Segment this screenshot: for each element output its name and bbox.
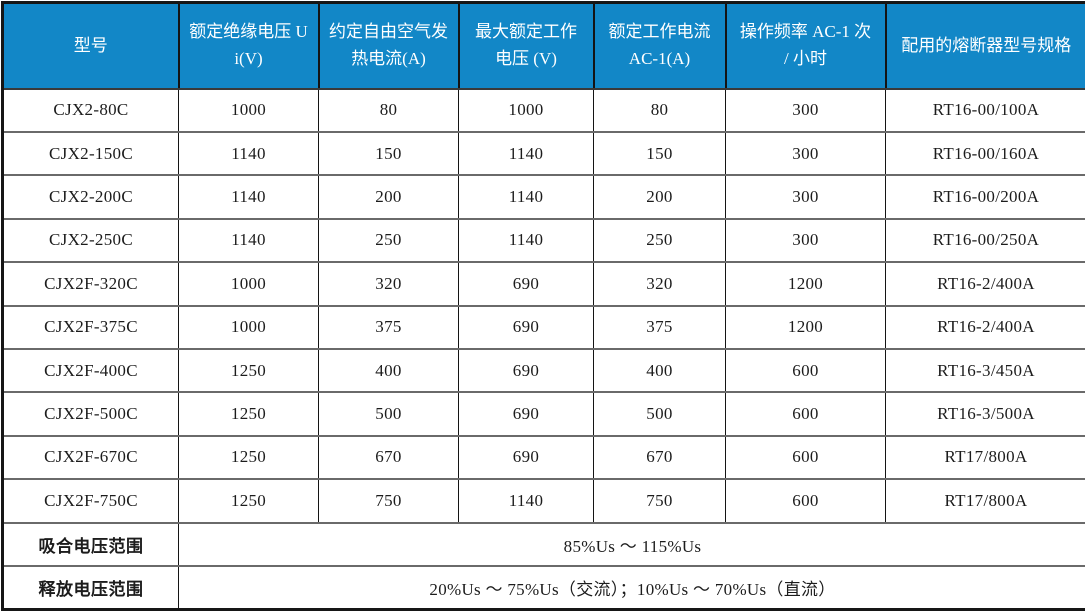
value-cell: 1200 <box>725 304 886 349</box>
value-cell: 670 <box>318 434 459 480</box>
value-cell: 300 <box>725 217 886 263</box>
value-cell: 200 <box>318 174 459 219</box>
table-row: CJX2-250C 1140 250 1140 250 300 RT16-00/250A <box>2 217 1085 263</box>
model-cell: CJX2-200C <box>2 174 179 219</box>
table-row: CJX2-200C 1140 200 1140 200 300 RT16-00/200A <box>2 174 1085 219</box>
value-cell: 600 <box>725 434 886 480</box>
table-row: CJX2F-750C 1250 750 1140 750 600 RT17/800A <box>2 478 1085 523</box>
footer-row: 释放电压范围 20%Us ～ 75%Us（交流）；10%Us ～ 70%Us（直流… <box>2 564 1085 610</box>
value-cell: 690 <box>458 347 594 393</box>
value-cell: 750 <box>593 478 726 523</box>
value-cell: RT16-00/250A <box>885 217 1085 263</box>
value-cell: 1000 <box>178 261 319 306</box>
value-cell: 80 <box>593 87 726 132</box>
header-row: 型号 额定绝缘电压 Ui(V) 约定自由空气发热电流(A) 最大额定工作电压 (V) 额… <box>1 2 1085 90</box>
value-cell: 690 <box>458 434 594 480</box>
value-cell: 690 <box>458 304 594 349</box>
value-cell: RT16-00/200A <box>885 174 1085 219</box>
footer-label: 释放电压范围 <box>2 564 179 610</box>
column-header: 型号 <box>1 2 180 90</box>
value-cell: RT16-3/450A <box>885 347 1085 393</box>
value-cell: 150 <box>593 130 726 176</box>
value-cell: 375 <box>593 304 726 349</box>
model-cell: CJX2F-670C <box>2 434 179 480</box>
model-cell: CJX2F-375C <box>2 304 179 349</box>
value-cell: 670 <box>593 434 726 480</box>
value-cell: 1200 <box>725 261 886 306</box>
value-cell: 1000 <box>458 87 594 132</box>
value-cell: 250 <box>593 217 726 263</box>
value-cell: 320 <box>593 261 726 306</box>
table-row: CJX2F-670C 1250 670 690 670 600 RT17/800A <box>2 434 1085 480</box>
value-cell: 600 <box>725 391 886 436</box>
table-row: CJX2F-400C 1250 400 690 400 600 RT16-3/450A <box>2 347 1085 393</box>
value-cell: RT16-00/100A <box>885 87 1085 132</box>
value-cell: 320 <box>318 261 459 306</box>
model-cell: CJX2F-320C <box>2 261 179 306</box>
value-cell: RT17/800A <box>885 434 1085 480</box>
value-cell: 250 <box>318 217 459 263</box>
value-cell: 1140 <box>458 217 594 263</box>
value-cell: RT16-00/160A <box>885 130 1085 176</box>
value-cell: 1250 <box>178 391 319 436</box>
value-cell: 1250 <box>178 347 319 393</box>
column-header: 额定绝缘电压 Ui(V) <box>177 2 320 90</box>
value-cell: 1140 <box>458 130 594 176</box>
value-cell: RT16-3/500A <box>885 391 1085 436</box>
value-cell: 1140 <box>178 174 319 219</box>
value-cell: RT16-2/400A <box>885 304 1085 349</box>
model-cell: CJX2-150C <box>2 130 179 176</box>
value-cell: 80 <box>318 87 459 132</box>
value-cell: 1140 <box>178 130 319 176</box>
value-cell: 500 <box>318 391 459 436</box>
footer-row: 吸合电压范围 85%Us ～ 115%Us <box>2 521 1085 566</box>
value-cell: 500 <box>593 391 726 436</box>
model-cell: CJX2F-500C <box>2 391 179 436</box>
value-cell: 1000 <box>178 304 319 349</box>
column-header: 操作频率 AC-1 次 / 小时 <box>724 2 887 90</box>
model-cell: CJX2-250C <box>2 217 179 263</box>
model-cell: CJX2F-750C <box>2 478 179 523</box>
table-header: 型号 额定绝缘电压 Ui(V) 约定自由空气发热电流(A) 最大额定工作电压 (V) 额… <box>1 2 1085 90</box>
value-cell: 300 <box>725 174 886 219</box>
value-cell: RT16-2/400A <box>885 261 1085 306</box>
model-cell: CJX2-80C <box>2 87 179 132</box>
table-row: CJX2F-375C 1000 375 690 375 1200 RT16-2/400A <box>2 304 1085 349</box>
value-cell: 1140 <box>458 478 594 523</box>
value-cell: 600 <box>725 347 886 393</box>
value-cell: RT17/800A <box>885 478 1085 523</box>
column-header: 配用的熔断器型号规格 <box>884 2 1085 90</box>
value-cell: 300 <box>725 87 886 132</box>
table-row: CJX2-80C 1000 80 1000 80 300 RT16-00/100A <box>2 87 1085 132</box>
column-header: 额定工作电流 AC-1(A) <box>592 2 727 90</box>
value-cell: 1000 <box>178 87 319 132</box>
value-cell: 690 <box>458 391 594 436</box>
table-row: CJX2F-320C 1000 320 690 320 1200 RT16-2/400A <box>2 261 1085 306</box>
table-row: CJX2F-500C 1250 500 690 500 600 RT16-3/500A <box>2 391 1085 436</box>
column-header: 最大额定工作电压 (V) <box>457 2 595 90</box>
value-cell: 400 <box>593 347 726 393</box>
value-cell: 200 <box>593 174 726 219</box>
value-cell: 400 <box>318 347 459 393</box>
value-cell: 750 <box>318 478 459 523</box>
value-cell: 375 <box>318 304 459 349</box>
value-cell: 1250 <box>178 478 319 523</box>
model-cell: CJX2F-400C <box>2 347 179 393</box>
footer-value: 85%Us ～ 115%Us <box>178 521 1085 566</box>
footer-value: 20%Us ～ 75%Us（交流）；10%Us ～ 70%Us（直流） <box>178 564 1085 610</box>
value-cell: 690 <box>458 261 594 306</box>
value-cell: 1140 <box>178 217 319 263</box>
table-body: CJX2-80C 1000 80 1000 80 300 RT16-00/100A CJX2-… <box>2 87 1085 610</box>
value-cell: 300 <box>725 130 886 176</box>
table-row: CJX2-150C 1140 150 1140 150 300 RT16-00/160A <box>2 130 1085 176</box>
value-cell: 600 <box>725 478 886 523</box>
value-cell: 150 <box>318 130 459 176</box>
column-header: 约定自由空气发热电流(A) <box>317 2 460 90</box>
footer-label: 吸合电压范围 <box>2 521 179 566</box>
value-cell: 1250 <box>178 434 319 480</box>
value-cell: 1140 <box>458 174 594 219</box>
